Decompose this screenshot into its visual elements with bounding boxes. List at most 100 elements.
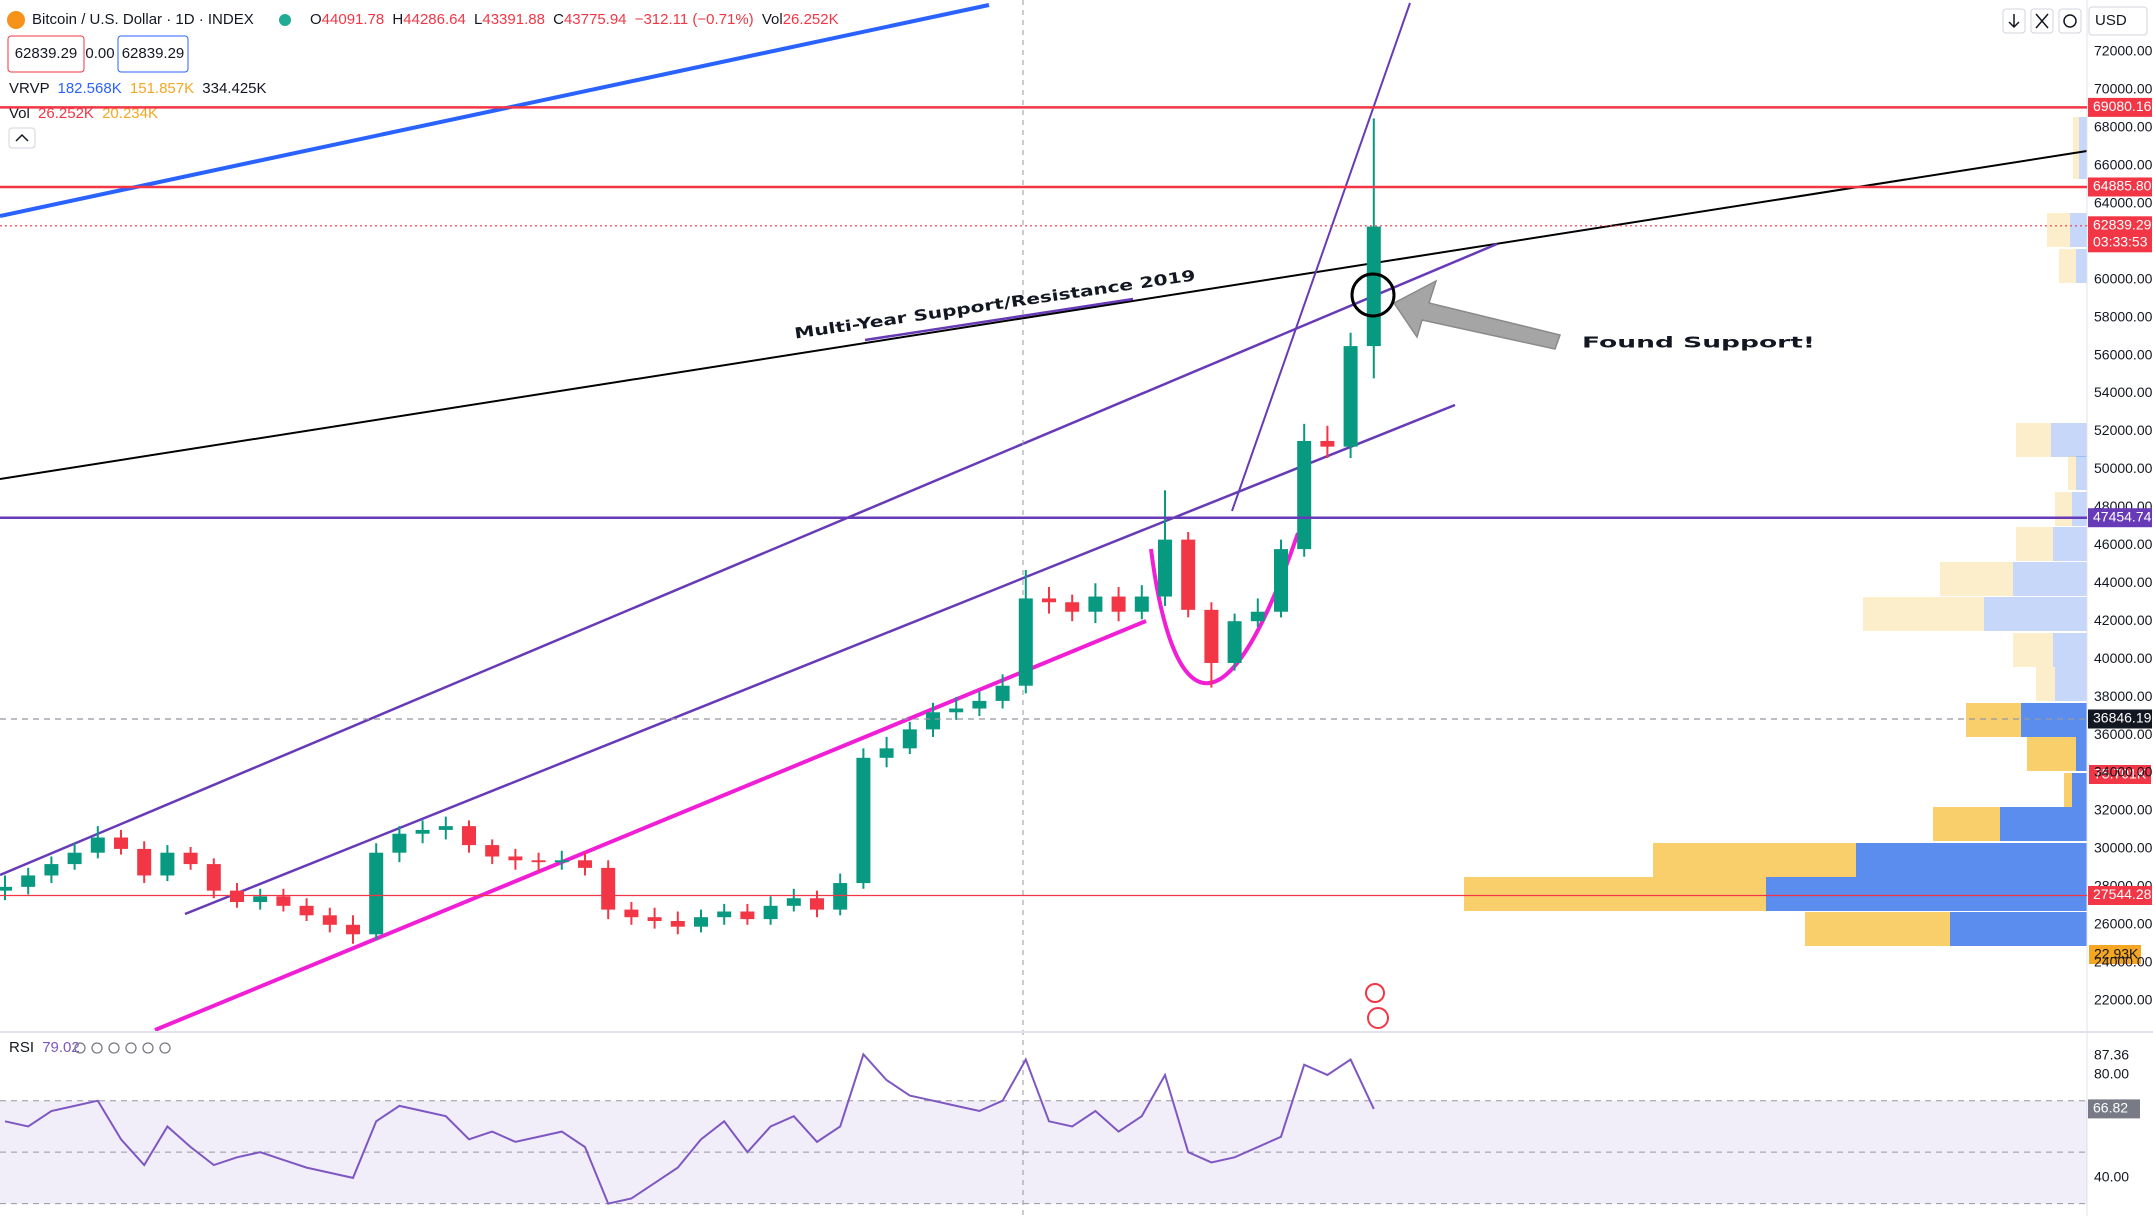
profile-down — [2076, 456, 2087, 490]
price-level-label-bg — [2088, 508, 2152, 528]
profile-down — [1984, 597, 2087, 631]
volume-profile — [1464, 117, 2087, 946]
profile-down — [1766, 877, 2087, 911]
event-icon — [1367, 1007, 1389, 1029]
toolbar-button[interactable] — [2058, 8, 2082, 34]
collapse-button[interactable] — [8, 127, 36, 149]
profile-up — [2036, 667, 2055, 701]
candle-body — [392, 833, 407, 853]
profile-down — [2079, 117, 2087, 179]
profile-up — [1464, 877, 1766, 911]
candle-body — [1297, 440, 1312, 550]
trendline — [0, 242, 1498, 877]
y-tick-label: 46000.00 — [2094, 536, 2153, 552]
buy-box[interactable] — [117, 35, 189, 73]
y-tick-label: 44000.00 — [2094, 574, 2153, 590]
candle-body — [717, 911, 732, 918]
price-level-label: 69080.16 — [2093, 98, 2152, 114]
vol-legend: Vol 26.252K 20.234K — [9, 105, 158, 122]
y-tick-label: 24000.00 — [2094, 953, 2153, 969]
profile-up — [2016, 527, 2053, 561]
profile-up — [1863, 597, 1984, 631]
sell-box[interactable] — [7, 35, 85, 73]
price-level-label-bg — [2088, 216, 2152, 253]
candle-body — [1274, 549, 1288, 612]
candle-body — [206, 864, 221, 891]
profile-up — [2016, 423, 2051, 457]
y-tick-label: 50000.00 — [2094, 460, 2153, 476]
event-icon — [1365, 983, 1385, 1003]
profile-down — [2055, 667, 2087, 701]
candle-body — [0, 886, 12, 891]
vol-label: Vol — [9, 105, 30, 122]
candle-body — [763, 905, 778, 920]
vol-value: 26.252K — [38, 105, 94, 122]
candle-body — [137, 848, 152, 876]
profile-up — [2027, 737, 2076, 771]
candle-body — [833, 883, 848, 910]
annotation: Found Support! — [1582, 334, 1815, 352]
profile-up — [1805, 912, 1950, 946]
annotation: Multi-Year Support/Resistance 2019 — [793, 266, 1196, 342]
currency-button[interactable] — [2088, 6, 2148, 36]
trendline — [0, 150, 2088, 480]
candle-body — [1204, 609, 1219, 663]
profile-down — [2051, 423, 2087, 457]
candle-body — [230, 890, 244, 903]
symbol: Bitcoin / U.S. Dollar · 1D · INDEX — [32, 11, 254, 28]
profile-up — [1966, 703, 2021, 737]
y-tick-label: 34000.00 — [2094, 764, 2153, 780]
ohlc-value: 44091.78 — [322, 11, 385, 28]
y-tick-label: 80.00 — [2094, 1066, 2129, 1082]
candle-body — [670, 921, 685, 927]
change: −312.11 (−0.71%) — [635, 11, 754, 28]
rsi-marker-bg — [2088, 1099, 2140, 1119]
ohlc-value: 43391.88 — [482, 11, 545, 28]
y-tick-label: 64000.00 — [2094, 194, 2153, 210]
candle-body — [926, 712, 940, 730]
profile-down — [1856, 843, 2087, 877]
ohlc: O44091.78 H44286.64 L43391.88 C43775.94 … — [310, 11, 839, 28]
candle-body — [1320, 440, 1335, 447]
profile-up — [2013, 633, 2053, 667]
candle-body — [1181, 539, 1196, 610]
cup-curve — [1149, 532, 1300, 686]
profile-up — [2047, 213, 2070, 247]
candle-body — [114, 837, 128, 849]
candle-body — [1042, 598, 1056, 603]
candle-body — [1065, 602, 1080, 612]
y-tick-label: 87.36 — [2094, 1047, 2129, 1063]
ohlc-key: Vol — [762, 11, 783, 28]
y-tick-label: 32000.00 — [2094, 802, 2153, 818]
currency: USD — [2095, 12, 2127, 29]
trendline — [0, 3, 990, 218]
profile-up — [2068, 456, 2076, 490]
profile-down — [2000, 807, 2087, 841]
candle-body — [485, 845, 500, 857]
vrvp-label: VRVP — [9, 80, 50, 97]
ohlc-value: 26.252K — [783, 11, 839, 28]
candle-body — [21, 875, 36, 887]
candle-body — [322, 915, 337, 925]
candle-body — [856, 757, 871, 884]
countdown: 03:33:53 — [2093, 234, 2148, 250]
candle-body — [253, 896, 268, 903]
status-dot — [279, 14, 291, 26]
candle-body — [276, 896, 291, 906]
candle-body — [438, 826, 453, 830]
price-level-label: 47454.74 — [2093, 508, 2152, 524]
candle-body — [1088, 596, 1103, 612]
candle-body — [554, 860, 569, 863]
candle-body — [647, 917, 662, 922]
y-tick-label: 66000.00 — [2094, 157, 2153, 173]
candle-body — [299, 905, 314, 916]
candle-body — [44, 864, 59, 876]
candle-body — [1134, 596, 1149, 612]
rsi-label: RSI — [9, 1039, 34, 1056]
candle-body — [369, 852, 384, 935]
y-tick-label: 36000.00 — [2094, 726, 2153, 742]
profile-down — [2070, 213, 2087, 247]
candle-body — [1158, 539, 1172, 597]
candle-body — [508, 856, 523, 861]
